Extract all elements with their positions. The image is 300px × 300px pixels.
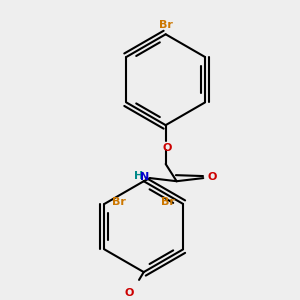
Text: O: O [125,288,134,298]
Text: Br: Br [159,20,172,30]
Text: O: O [163,143,172,153]
Text: N: N [140,172,149,182]
Text: Br: Br [161,197,175,207]
Text: Br: Br [112,197,126,207]
Text: H: H [134,171,143,181]
Text: O: O [207,172,216,182]
